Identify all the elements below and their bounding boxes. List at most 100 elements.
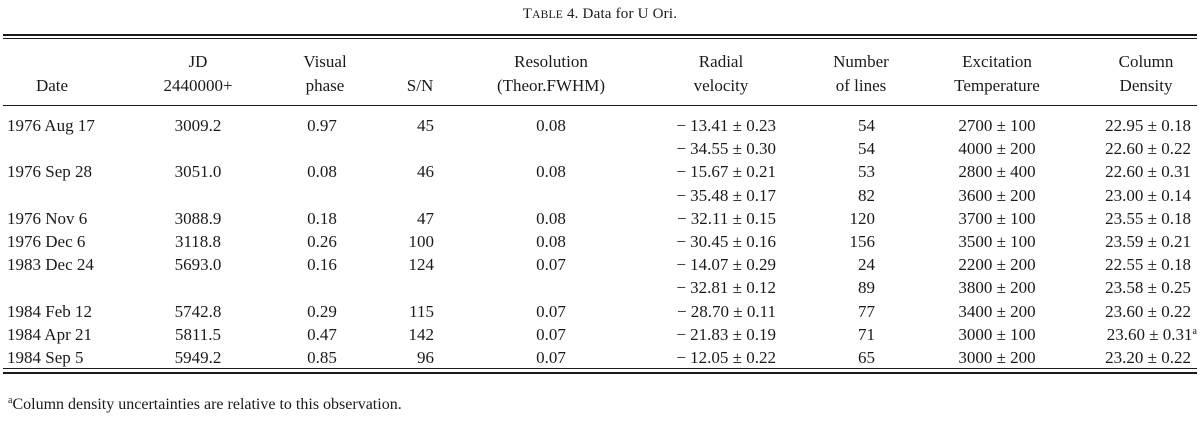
cell-sn: 45	[417, 116, 434, 135]
bottom-rule-thick	[3, 372, 1197, 374]
cell-temp: 2200 ± 200	[958, 255, 1036, 275]
cell-jd: 5742.8	[174, 301, 222, 321]
cell-date: 1984 Feb 12	[7, 301, 92, 321]
cell-phase: 0.29	[307, 301, 337, 321]
cell-col: 22.55 ± 0.18	[1105, 255, 1191, 275]
cell-lines: 82	[858, 185, 875, 205]
cell-lines: 53	[858, 162, 875, 182]
cell-col: 23.60 ± 0.31a	[1106, 324, 1197, 344]
cell-temp: 3400 ± 200	[958, 301, 1036, 321]
cell-rv: − 12.05 ± 0.22	[676, 348, 776, 367]
cell-rv: − 35.48 ± 0.17	[676, 185, 776, 205]
column-header-temp-bottom: Temperature	[954, 76, 1040, 95]
cell-date: 1976 Nov 6	[7, 208, 88, 228]
cell-temp: 3600 ± 200	[958, 185, 1036, 205]
caption-text: 4. Data for U Ori.	[563, 6, 678, 22]
cell-date: 1984 Sep 5	[7, 348, 84, 367]
cell-res: 0.08	[536, 162, 566, 182]
top-rule-thick	[3, 34, 1197, 36]
bottom-rule-thin	[3, 368, 1197, 369]
cell-phase: 0.26	[307, 232, 337, 251]
table-footnote: aColumn density uncertainties are relati…	[8, 396, 402, 414]
cell-col: 23.00 ± 0.14	[1105, 185, 1191, 205]
cell-col: 22.95 ± 0.18	[1105, 116, 1191, 135]
cell-rv: − 32.11 ± 0.15	[676, 208, 776, 228]
cell-rv: − 15.67 ± 0.21	[676, 162, 776, 182]
header-rule	[3, 105, 1197, 106]
column-header-phase-bottom: phase	[305, 76, 345, 95]
cell-temp: 3000 ± 200	[958, 348, 1036, 367]
cell-col: 22.60 ± 0.31	[1105, 162, 1191, 182]
cell-phase: 0.08	[307, 162, 337, 182]
column-header-jd-top: JD	[188, 52, 208, 71]
cell-sn: 47	[417, 208, 434, 228]
cell-jd: 3088.9	[174, 208, 222, 228]
cell-sn: 100	[408, 232, 435, 251]
column-header-sn-bottom: S/N	[406, 76, 434, 95]
cell-rv: − 28.70 ± 0.11	[676, 301, 776, 321]
column-header-col-top: Column	[1118, 52, 1174, 71]
cell-jd: 5811.5	[174, 324, 222, 344]
cell-sn: 46	[417, 162, 434, 182]
column-header-col-bottom: Density	[1119, 76, 1173, 95]
cell-sn: 115	[409, 301, 434, 321]
cell-sn: 96	[417, 348, 434, 367]
cell-temp: 2800 ± 400	[958, 162, 1036, 182]
cell-sn: 142	[408, 324, 435, 344]
cell-jd: 5949.2	[174, 348, 222, 367]
cell-phase: 0.85	[307, 348, 337, 367]
column-header-res-top: Resolution	[514, 52, 588, 71]
cell-phase: 0.18	[307, 208, 337, 228]
cell-rv: − 21.83 ± 0.19	[676, 324, 776, 344]
cell-col: 23.60 ± 0.22	[1105, 301, 1191, 321]
cell-date: 1983 Dec 24	[7, 255, 94, 275]
cell-jd: 3009.2	[174, 116, 222, 135]
column-header-rv-bottom: velocity	[693, 76, 749, 95]
cell-res: 0.07	[536, 348, 566, 367]
cell-temp: 3500 ± 100	[958, 232, 1036, 251]
top-rule-thin	[3, 38, 1197, 39]
cell-col: 23.55 ± 0.18	[1105, 208, 1191, 228]
cell-jd: 3051.0	[174, 162, 222, 182]
cell-lines: 54	[858, 139, 875, 159]
cell-col: 23.59 ± 0.21	[1105, 232, 1191, 251]
cell-res: 0.08	[536, 116, 566, 135]
cell-date: 1984 Apr 21	[7, 324, 92, 344]
cell-res: 0.08	[536, 232, 566, 251]
cell-rv: − 32.81 ± 0.12	[676, 278, 776, 298]
cell-res: 0.07	[536, 324, 566, 344]
cell-rv: − 14.07 ± 0.29	[676, 255, 776, 275]
column-header-lines-top: Number	[833, 52, 889, 71]
footnote-mark: a	[8, 395, 13, 406]
cell-col: 22.60 ± 0.22	[1105, 139, 1191, 159]
column-header-jd-bottom: 2440000+	[163, 76, 233, 95]
cell-phase: 0.16	[307, 255, 337, 275]
cell-temp: 2700 ± 100	[958, 116, 1036, 135]
footnote-text: Column density uncertainties are relativ…	[12, 396, 402, 413]
caption-smallcaps: TABLE	[522, 6, 563, 22]
column-header-res-bottom: (Theor.FWHM)	[496, 76, 606, 95]
cell-phase: 0.47	[307, 324, 337, 344]
cell-col: 23.58 ± 0.25	[1105, 278, 1191, 298]
cell-lines: 89	[858, 278, 875, 298]
cell-lines: 71	[858, 324, 875, 344]
cell-phase: 0.97	[307, 116, 337, 135]
column-header-phase-top: Visual	[303, 52, 347, 71]
cell-temp: 3800 ± 200	[958, 278, 1036, 298]
column-header-rv-top: Radial	[698, 52, 744, 71]
table-caption: TABLE 4. Data for U Ori.	[0, 6, 1200, 23]
column-header-lines-bottom: of lines	[835, 76, 887, 95]
cell-res: 0.07	[536, 255, 566, 275]
cell-temp: 3700 ± 100	[958, 208, 1036, 228]
cell-lines: 156	[849, 232, 876, 251]
column-header-temp-top: Excitation	[962, 52, 1032, 71]
cell-lines: 54	[858, 116, 875, 135]
cell-lines: 24	[858, 255, 875, 275]
cell-temp: 4000 ± 200	[958, 139, 1036, 159]
cell-jd: 3118.8	[174, 232, 222, 251]
cell-rv: − 13.41 ± 0.23	[676, 116, 776, 135]
cell-lines: 77	[858, 301, 875, 321]
cell-sn: 124	[408, 255, 435, 275]
cell-lines: 120	[849, 208, 876, 228]
cell-date: 1976 Sep 28	[7, 162, 92, 182]
